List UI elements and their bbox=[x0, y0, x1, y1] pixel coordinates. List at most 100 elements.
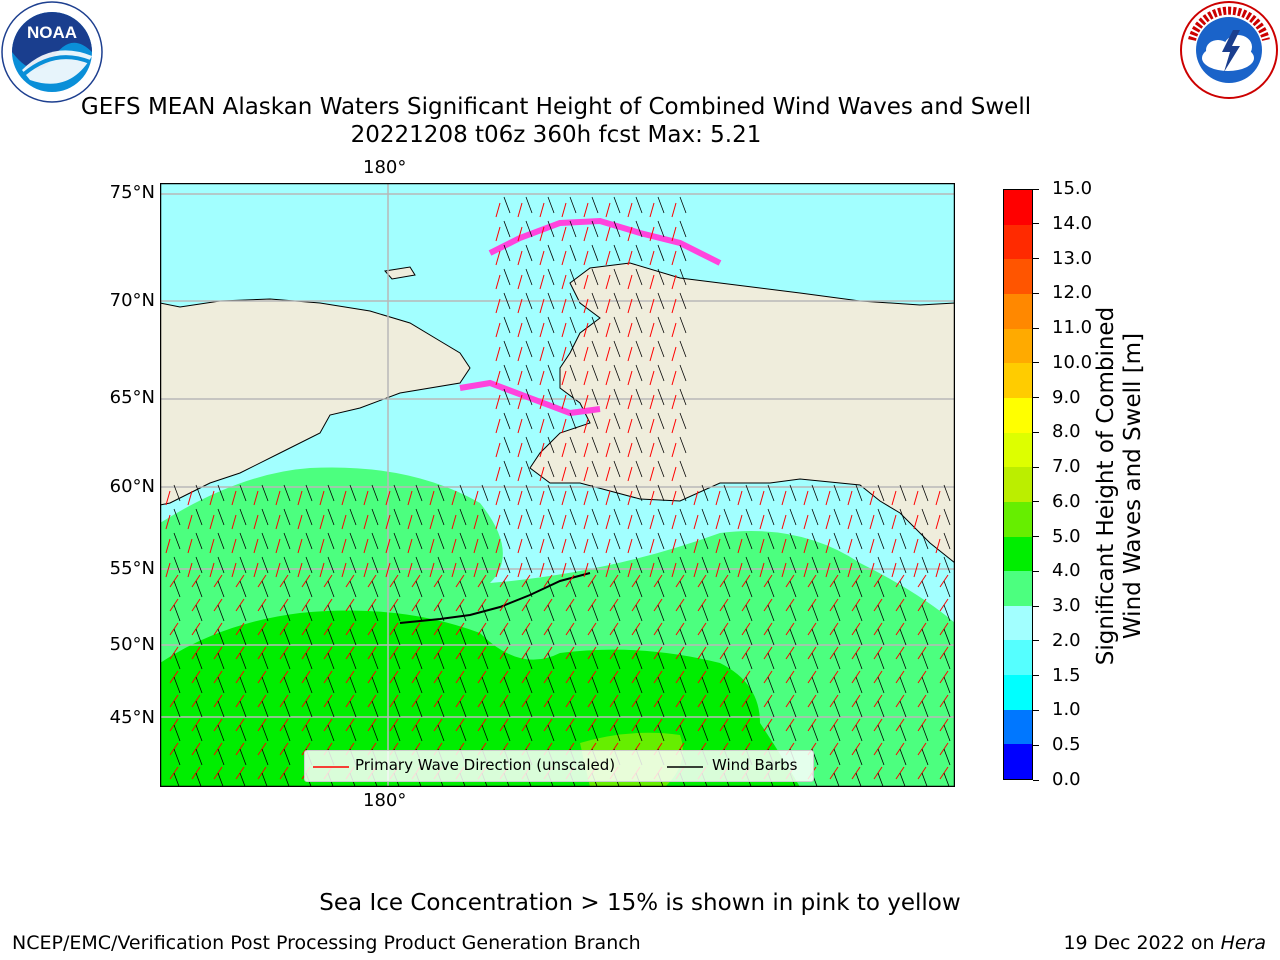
wave-direction-arrow bbox=[605, 514, 611, 530]
wind-barb bbox=[371, 676, 379, 694]
wind-barb bbox=[569, 292, 577, 310]
wind-barb bbox=[877, 652, 885, 670]
wind-barb bbox=[635, 700, 643, 718]
wave-direction-arrow bbox=[187, 562, 193, 578]
wind-barb bbox=[855, 604, 863, 622]
wind-barb bbox=[525, 412, 533, 430]
wind-barb bbox=[679, 364, 687, 382]
wind-barb bbox=[481, 628, 489, 646]
wind-barb bbox=[767, 604, 775, 622]
colorbar-segment bbox=[1004, 259, 1032, 295]
wave-direction-arrow bbox=[473, 538, 479, 554]
wind-barb bbox=[943, 652, 951, 670]
wave-direction-arrow bbox=[495, 538, 501, 554]
wind-barb bbox=[591, 220, 599, 238]
wind-barb bbox=[261, 724, 269, 742]
wave-direction-arrow bbox=[583, 394, 589, 410]
wave-direction-arrow bbox=[451, 562, 457, 578]
wind-barb bbox=[437, 532, 445, 550]
colorbar bbox=[1003, 189, 1033, 780]
wave-direction-arrow bbox=[517, 466, 523, 482]
wind-barb bbox=[679, 580, 687, 598]
wind-barb bbox=[437, 484, 445, 502]
wind-barb bbox=[855, 748, 863, 766]
wave-direction-arrow bbox=[891, 562, 897, 578]
wave-direction-arrow bbox=[935, 562, 941, 578]
wave-direction-arrow bbox=[671, 346, 677, 362]
wind-barb bbox=[305, 676, 313, 694]
colorbar-tick-label: 13.0 bbox=[1052, 247, 1093, 269]
wind-barb bbox=[173, 532, 181, 550]
wind-barb bbox=[415, 484, 423, 502]
wind-barb bbox=[569, 196, 577, 214]
wind-barb bbox=[371, 724, 379, 742]
wind-barb bbox=[877, 748, 885, 766]
wind-barb bbox=[261, 508, 269, 526]
wind-barb bbox=[525, 484, 533, 502]
wave-direction-arrow bbox=[275, 562, 281, 578]
wind-barb bbox=[437, 652, 445, 670]
wave-direction-arrow bbox=[671, 442, 677, 458]
wind-barb bbox=[437, 508, 445, 526]
wind-barb bbox=[635, 364, 643, 382]
wind-barb bbox=[547, 628, 555, 646]
colorbar-tick-label: 6.0 bbox=[1052, 490, 1081, 512]
wind-barb bbox=[899, 484, 907, 502]
wave-direction-arrow bbox=[583, 274, 589, 290]
wind-barb bbox=[921, 652, 929, 670]
wave-direction-arrow bbox=[583, 562, 589, 578]
wind-barb bbox=[591, 508, 599, 526]
wind-barb bbox=[569, 484, 577, 502]
wave-direction-arrow bbox=[627, 274, 633, 290]
wave-direction-arrow bbox=[715, 514, 721, 530]
wave-direction-arrow bbox=[583, 514, 589, 530]
wind-barb bbox=[547, 484, 555, 502]
colorbar-tick-label: 5.0 bbox=[1052, 525, 1081, 547]
wind-barb bbox=[239, 508, 247, 526]
wind-barb bbox=[525, 700, 533, 718]
wind-barb bbox=[789, 700, 797, 718]
wind-barb bbox=[789, 484, 797, 502]
wind-barb bbox=[591, 532, 599, 550]
wind-barb bbox=[525, 628, 533, 646]
nws-logo bbox=[1178, 0, 1280, 102]
wind-barb bbox=[525, 364, 533, 382]
wave-direction-arrow bbox=[781, 562, 787, 578]
wind-barb bbox=[349, 580, 357, 598]
wind-barb bbox=[657, 508, 665, 526]
wave-direction-arrow bbox=[341, 562, 347, 578]
wave-direction-arrow bbox=[539, 370, 545, 386]
wave-direction-arrow bbox=[605, 202, 611, 218]
wind-barb bbox=[635, 436, 643, 454]
wave-direction-arrow bbox=[429, 514, 435, 530]
colorbar-tick-label: 2.0 bbox=[1052, 629, 1081, 651]
wave-direction-arrow bbox=[671, 562, 677, 578]
wind-barb bbox=[195, 532, 203, 550]
wave-direction-arrow bbox=[583, 346, 589, 362]
wind-barb bbox=[525, 268, 533, 286]
wind-barb bbox=[459, 604, 467, 622]
wind-barb bbox=[371, 700, 379, 718]
wind-barb bbox=[305, 556, 313, 574]
wind-barb bbox=[811, 604, 819, 622]
wind-barb bbox=[921, 628, 929, 646]
wave-direction-arrow bbox=[165, 562, 171, 578]
wave-direction-arrow bbox=[517, 538, 523, 554]
wave-direction-arrow bbox=[407, 490, 413, 506]
wave-direction-arrow bbox=[803, 514, 809, 530]
wind-barb bbox=[371, 604, 379, 622]
wind-barb bbox=[437, 556, 445, 574]
wind-barb bbox=[943, 580, 951, 598]
wave-direction-arrow bbox=[583, 442, 589, 458]
wind-barb bbox=[679, 676, 687, 694]
wave-direction-arrow bbox=[671, 418, 677, 434]
wave-direction-arrow bbox=[561, 370, 567, 386]
wave-direction-arrow bbox=[165, 490, 171, 506]
wave-direction-arrow bbox=[451, 538, 457, 554]
wind-barb bbox=[547, 604, 555, 622]
wave-direction-arrow bbox=[605, 562, 611, 578]
wind-barb bbox=[393, 484, 401, 502]
wind-barb bbox=[613, 316, 621, 334]
wind-barb bbox=[811, 532, 819, 550]
wave-direction-arrow bbox=[605, 442, 611, 458]
